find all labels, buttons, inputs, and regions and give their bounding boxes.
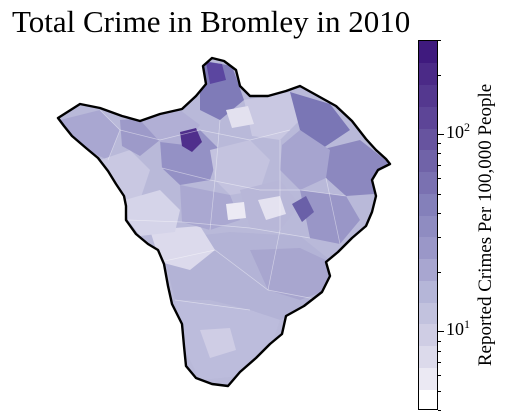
colorbar-minor-tick xyxy=(438,164,441,166)
ward-central-light-2 xyxy=(226,202,246,220)
colorbar-segment xyxy=(419,280,437,303)
colorbar-minor-tick xyxy=(438,350,441,352)
ward-north-2 xyxy=(244,92,300,140)
colorbar-segment xyxy=(419,84,437,107)
colorbar-segment xyxy=(419,367,437,390)
colorbar-minor-tick xyxy=(438,74,441,76)
ward-north-3 xyxy=(290,92,350,150)
colorbar-minor-tick xyxy=(438,40,441,41)
colorbar-minor-tick xyxy=(438,410,441,411)
colorbar-segment xyxy=(419,345,437,368)
colorbar-major-tick xyxy=(438,331,444,333)
ward-east-1 xyxy=(320,140,388,196)
ward-south-pale-2 xyxy=(200,328,236,358)
colorbar-minor-tick xyxy=(438,237,441,239)
map-title: Total Crime in Bromley in 2010 xyxy=(12,4,411,39)
colorbar-minor-tick xyxy=(438,390,441,392)
ward-east-3 xyxy=(300,190,360,244)
ward-southwest-pale xyxy=(150,226,215,270)
ward-hotspot xyxy=(180,128,202,152)
ward-east-hot xyxy=(292,196,314,222)
colorbar-segment xyxy=(419,171,437,194)
colorbar-minor-tick xyxy=(438,212,441,214)
colorbar-segment xyxy=(419,258,437,281)
colorbar-tick-label: 102 xyxy=(446,120,470,143)
colorbar-minor-tick xyxy=(438,153,441,155)
colorbar-segment xyxy=(419,41,437,64)
colorbar-segment xyxy=(419,62,437,85)
colorbar-segment xyxy=(419,128,437,151)
colorbar-minor-tick xyxy=(438,362,441,364)
colorbar-segment xyxy=(419,106,437,129)
colorbar-minor-tick xyxy=(438,340,441,342)
ward-central-light xyxy=(258,196,286,220)
colorbar-segment xyxy=(419,389,437,409)
ward-south-3 xyxy=(250,248,330,300)
colorbar-minor-tick xyxy=(438,193,441,195)
colorbar-segment xyxy=(419,302,437,325)
ward-north-light xyxy=(226,106,254,128)
ward-west-1 xyxy=(60,110,120,160)
ward-hotspot-2 xyxy=(206,62,226,84)
colorbar-segment xyxy=(419,236,437,260)
ward-west-2 xyxy=(100,150,150,205)
borough-outline xyxy=(56,56,392,388)
colorbar-segment xyxy=(419,323,437,347)
colorbar xyxy=(418,40,438,410)
colorbar-tick-label: 101 xyxy=(446,317,470,340)
colorbar-segment xyxy=(419,149,437,173)
colorbar-segment xyxy=(419,215,437,238)
colorbar-minor-tick xyxy=(438,272,441,274)
colorbar-segment xyxy=(419,193,437,216)
ward-central-3 xyxy=(180,185,240,230)
colorbar-label: Reported Crimes Per 100,000 People xyxy=(475,83,496,367)
ward-central-2 xyxy=(210,140,270,195)
ward-west-3 xyxy=(125,190,180,236)
colorbar-minor-tick xyxy=(438,177,441,179)
colorbar-major-tick xyxy=(438,134,444,136)
colorbar-minor-tick xyxy=(438,375,441,377)
ward-east-2 xyxy=(280,130,330,190)
colorbar-minor-tick xyxy=(438,143,441,145)
